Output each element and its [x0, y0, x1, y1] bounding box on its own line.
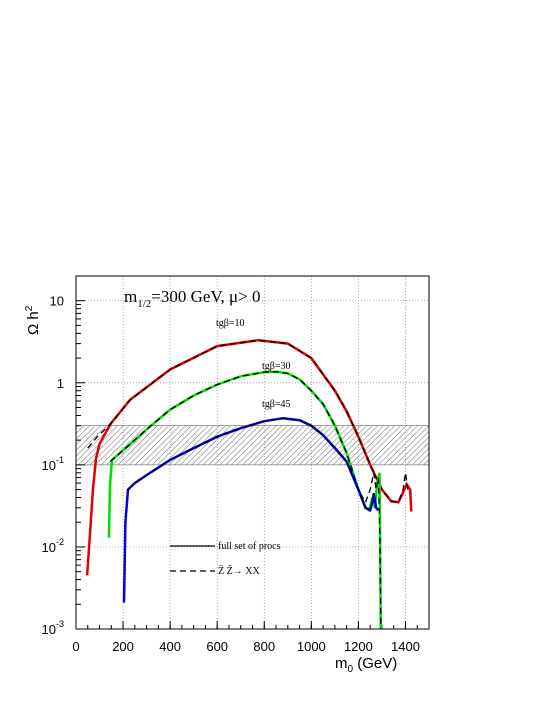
- x-tick-label: 400: [159, 639, 181, 654]
- curve-label: tgβ=30: [262, 361, 291, 372]
- x-tick-label: 600: [206, 639, 228, 654]
- y-tick-base: 10: [42, 622, 56, 637]
- y-label-text: Ω h: [25, 311, 42, 335]
- y-tick-exponent: -2: [56, 537, 64, 547]
- legend-label: Z̃ Z̃→ XX: [218, 564, 260, 577]
- x-axis-label: m0 (GeV): [335, 655, 397, 675]
- plot-frame: [75, 275, 430, 630]
- x-tick-label: 1000: [297, 639, 326, 654]
- title-sub: 1/2: [137, 298, 151, 310]
- x-tick-label: 0: [72, 639, 79, 654]
- series-line: [107, 370, 383, 630]
- y-tick-label: 10-2: [42, 537, 64, 555]
- x-label-text: m: [335, 655, 348, 672]
- title-rest: =300 GeV, μ> 0: [151, 287, 260, 306]
- y-tick-label: 10-1: [42, 455, 64, 473]
- y-tick-exponent: -3: [56, 619, 64, 629]
- relic-band: [75, 425, 430, 466]
- legend-label: full set of procs: [218, 541, 281, 552]
- x-tick-label: 200: [112, 639, 134, 654]
- title-text: m: [124, 287, 137, 306]
- zz-line: [127, 417, 375, 512]
- zz-line: [109, 371, 382, 630]
- y-label-sup: 2: [24, 305, 35, 311]
- curve-label: tgβ=45: [262, 399, 291, 410]
- x-tick-label: 800: [253, 639, 275, 654]
- x-tick-label: 1400: [391, 639, 420, 654]
- y-axis-label: Ω h2: [24, 305, 42, 335]
- x-tick-label: 1200: [344, 639, 373, 654]
- zz-line: [87, 339, 409, 504]
- y-tick-label: 10: [50, 294, 64, 309]
- y-tick-label: 10-3: [42, 619, 64, 637]
- chart-title: m1/2=300 GeV, μ> 0: [124, 287, 261, 310]
- y-tick-base: 10: [42, 540, 56, 555]
- y-tick-exponent: -1: [56, 455, 64, 465]
- y-tick-base: 10: [42, 458, 56, 473]
- curve-label: tgβ=10: [216, 318, 245, 329]
- y-tick-label: 1: [57, 376, 64, 391]
- x-label-sub: 0: [348, 664, 354, 675]
- x-label-rest: (GeV): [353, 655, 397, 672]
